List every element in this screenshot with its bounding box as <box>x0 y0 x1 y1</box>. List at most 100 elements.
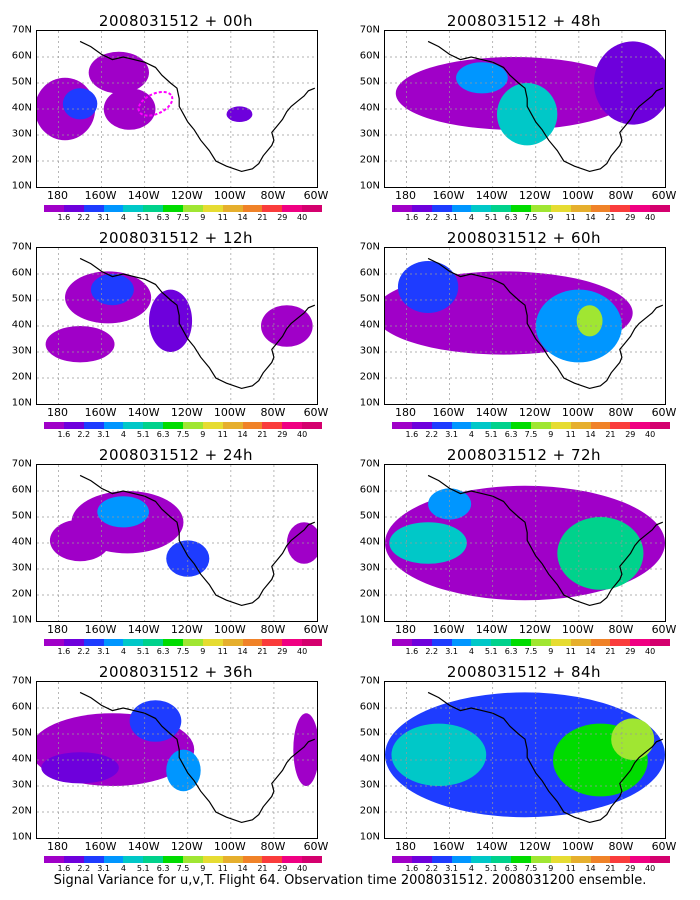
latitude-label: 50N <box>11 727 32 739</box>
colorbar-swatch <box>392 205 412 212</box>
colorbar-swatch <box>491 639 512 646</box>
colorbar-swatch <box>123 856 144 863</box>
colorbar-label: 11 <box>217 864 228 873</box>
colorbar-label: 29 <box>625 864 636 873</box>
longitude-label: 140W <box>127 406 160 419</box>
longitude-label: 140W <box>475 623 508 636</box>
colorbar-label: 6.3 <box>156 647 170 656</box>
colorbar-label: 11 <box>217 647 228 656</box>
colorbar-label: 21 <box>605 213 616 222</box>
latitude-label: 60N <box>11 50 32 62</box>
longitude-label: 60W <box>651 406 677 419</box>
colorbar-swatch <box>262 856 283 863</box>
colorbar-swatch <box>222 856 243 863</box>
panel-title: 2008031512 + 84h <box>446 663 602 681</box>
latitude-label: 70N <box>359 24 380 36</box>
longitude-label: 60W <box>303 189 329 202</box>
latitude-label: 30N <box>11 562 32 574</box>
colorbar-swatch <box>630 422 651 429</box>
map-canvas <box>385 248 665 404</box>
colorbar-label: 40 <box>645 647 656 656</box>
longitude-label: 120W <box>518 189 551 202</box>
colorbar-swatch <box>570 422 591 429</box>
colorbar-label: 7.5 <box>176 430 190 439</box>
map-panel <box>384 681 666 839</box>
colorbar-label: 5.1 <box>484 430 498 439</box>
colorbar-swatch <box>550 639 571 646</box>
longitude-label: 180 <box>395 189 417 202</box>
longitude-label: 140W <box>127 623 160 636</box>
longitude-label: 180 <box>395 840 417 853</box>
colorbar <box>44 856 323 863</box>
colorbar-label: 11 <box>217 213 228 222</box>
latitude-label: 60N <box>359 701 380 713</box>
colorbar-swatch <box>451 639 472 646</box>
colorbar-label: 2.2 <box>77 647 91 656</box>
colorbar-swatch <box>262 422 283 429</box>
colorbar-label: 4 <box>120 647 126 656</box>
latitude-label: 60N <box>359 50 380 62</box>
colorbar-label: 14 <box>237 647 248 656</box>
colorbar-label: 7.5 <box>176 647 190 656</box>
colorbar-swatch <box>63 856 84 863</box>
colorbar-swatch <box>202 205 223 212</box>
colorbar-swatch <box>550 422 571 429</box>
colorbar-label: 21 <box>605 430 616 439</box>
latitude-label: 20N <box>11 154 32 166</box>
colorbar-swatch <box>610 856 631 863</box>
colorbar-label: 3.1 <box>445 213 458 222</box>
colorbar-swatch <box>242 205 263 212</box>
colorbar-swatch <box>183 205 203 212</box>
colorbar-swatch <box>302 422 323 429</box>
colorbar-swatch <box>44 205 64 212</box>
colorbar-swatch <box>550 856 571 863</box>
colorbar-label: 29 <box>277 213 288 222</box>
colorbar-label: 21 <box>257 213 268 222</box>
latitude-label: 70N <box>11 241 32 253</box>
latitude-label: 50N <box>359 76 380 88</box>
longitude-label: 100W <box>213 406 246 419</box>
colorbar-swatch <box>143 205 164 212</box>
map-canvas <box>37 465 317 621</box>
longitude-label: 140W <box>475 406 508 419</box>
colorbar-swatch <box>392 422 412 429</box>
colorbar-swatch <box>282 205 303 212</box>
colorbar-label: 1.6 <box>405 430 419 439</box>
longitude-label: 180 <box>395 406 417 419</box>
colorbar-swatch <box>262 205 283 212</box>
colorbar-label: 5.1 <box>136 864 150 873</box>
longitude-label: 140W <box>475 840 508 853</box>
latitude-label: 10N <box>359 397 380 409</box>
longitude-label: 160W <box>84 840 117 853</box>
colorbar-swatch <box>630 205 651 212</box>
colorbar-label: 29 <box>277 647 288 656</box>
colorbar-swatch <box>163 856 184 863</box>
colorbar-swatch <box>103 856 124 863</box>
latitude-label: 50N <box>11 293 32 305</box>
longitude-label: 160W <box>84 406 117 419</box>
colorbar-label: 1.6 <box>57 864 71 873</box>
colorbar-swatch <box>143 639 164 646</box>
latitude-label: 10N <box>359 831 380 843</box>
colorbar-swatch <box>491 422 512 429</box>
latitude-label: 20N <box>359 154 380 166</box>
colorbar-swatch <box>222 639 243 646</box>
colorbar-swatch <box>590 422 611 429</box>
colorbar-swatch <box>103 639 124 646</box>
latitude-label: 10N <box>11 180 32 192</box>
variance-region <box>166 540 210 577</box>
latitude-label: 70N <box>11 675 32 687</box>
variance-region <box>90 274 134 306</box>
map-panel <box>384 30 666 188</box>
panel-title: 2008031512 + 48h <box>446 12 602 30</box>
colorbar-swatch <box>302 205 323 212</box>
colorbar-swatch <box>590 205 611 212</box>
colorbar-label: 7.5 <box>524 647 538 656</box>
colorbar-swatch <box>411 205 432 212</box>
longitude-label: 180 <box>47 623 69 636</box>
map-canvas <box>385 31 665 187</box>
colorbar-swatch <box>610 205 631 212</box>
latitude-label: 50N <box>359 510 380 522</box>
longitude-label: 160W <box>432 623 465 636</box>
map-panel <box>384 247 666 405</box>
